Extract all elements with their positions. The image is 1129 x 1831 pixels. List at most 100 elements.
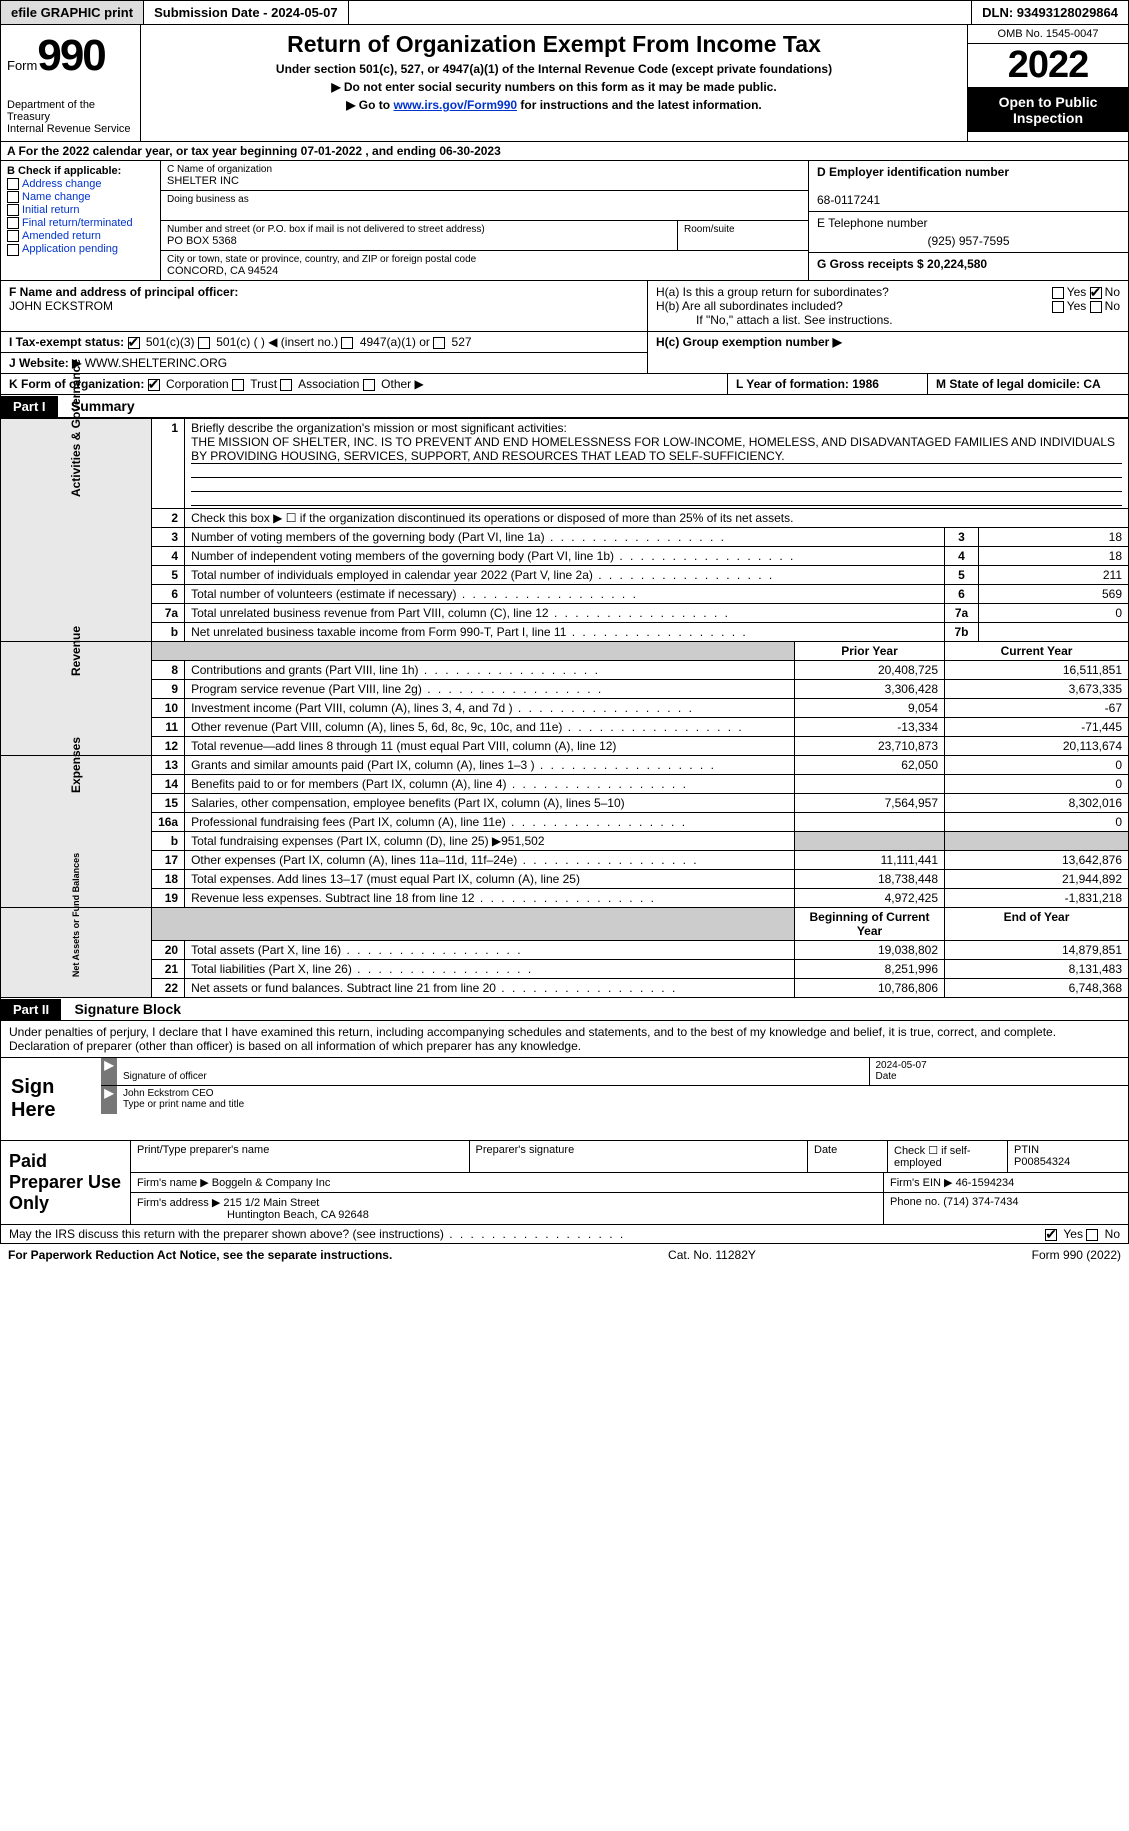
cb-initial-return[interactable]: Initial return [7, 204, 154, 216]
pp-self-employed[interactable]: Check ☐ if self-employed [888, 1141, 1008, 1172]
dba-cell: Doing business as [161, 191, 808, 221]
sig-date-value: 2024-05-07 [876, 1060, 927, 1071]
opt-assoc: Association [298, 377, 359, 391]
prior-year-hdr: Prior Year [795, 642, 945, 661]
cb-amended[interactable]: Amended return [7, 230, 154, 242]
ha-no[interactable]: No [1105, 285, 1120, 299]
cb-other[interactable] [363, 379, 375, 391]
discuss-line: May the IRS discuss this return with the… [0, 1225, 1129, 1244]
hc-label: H(c) Group exemption number ▶ [656, 335, 842, 349]
py15: 7,564,957 [795, 794, 945, 813]
row-k-l-m: K Form of organization: Corporation Trus… [0, 374, 1129, 395]
opt-501c3: 501(c)(3) [146, 335, 195, 349]
l4: Number of independent voting members of … [191, 549, 614, 563]
pra-notice: For Paperwork Reduction Act Notice, see … [8, 1248, 392, 1262]
summary-table: Activities & Governance 1 Briefly descri… [0, 418, 1129, 998]
ein-label: D Employer identification number [817, 165, 1009, 179]
sign-here-label: Sign Here [1, 1058, 101, 1140]
py13: 62,050 [795, 756, 945, 775]
block-f-h: F Name and address of principal officer:… [0, 281, 1129, 332]
year-formation: L Year of formation: 1986 [736, 377, 879, 391]
discuss-no[interactable] [1086, 1229, 1098, 1241]
opt-4947: 4947(a)(1) or [360, 335, 430, 349]
cy15: 8,302,016 [945, 794, 1129, 813]
cy14: 0 [945, 775, 1129, 794]
cy9: 3,673,335 [945, 680, 1129, 699]
b21: 8,251,996 [795, 960, 945, 979]
l20: Total assets (Part X, line 16) [191, 943, 341, 957]
cb-527[interactable] [433, 337, 445, 349]
cb-app-pending[interactable]: Application pending [7, 243, 154, 255]
ha-yes[interactable]: Yes [1067, 285, 1087, 299]
cb-4947[interactable] [341, 337, 353, 349]
l18: Total expenses. Add lines 13–17 (must eq… [191, 872, 580, 886]
tax-exempt-label: I Tax-exempt status: [9, 335, 124, 349]
dept-label: Department of the Treasury [7, 99, 134, 123]
py9: 3,306,428 [795, 680, 945, 699]
submission-date: Submission Date - 2024-05-07 [144, 1, 349, 24]
hb-yes[interactable]: Yes [1067, 299, 1087, 313]
firm-phone-value: (714) 374-7434 [943, 1196, 1018, 1208]
goto-pre: ▶ Go to [346, 98, 393, 112]
cb-501c3[interactable] [128, 337, 140, 349]
cb-name-change[interactable]: Name change [7, 191, 154, 203]
opt-501c: 501(c) ( ) ◀ (insert no.) [216, 335, 338, 349]
ptin-label: PTIN [1014, 1144, 1039, 1156]
cb-address-change[interactable]: Address change [7, 178, 154, 190]
cb-final-return[interactable]: Final return/terminated [7, 217, 154, 229]
e20: 14,879,851 [945, 941, 1129, 960]
cb-assoc[interactable] [280, 379, 292, 391]
form-number: 990 [37, 31, 104, 80]
e21: 8,131,483 [945, 960, 1129, 979]
v6: 569 [979, 585, 1129, 604]
py17: 11,111,441 [795, 851, 945, 870]
l3: Number of voting members of the governin… [191, 530, 545, 544]
sig-name-value: John Eckstrom CEO [123, 1088, 214, 1099]
form-title: Return of Organization Exempt From Incom… [153, 31, 955, 58]
l2: Check this box ▶ ☐ if the organization d… [185, 509, 1129, 528]
room-cell: Room/suite [678, 221, 808, 250]
dba-label: Doing business as [167, 194, 802, 205]
hb-no[interactable]: No [1105, 299, 1120, 313]
caret-icon: ▶ [101, 1058, 117, 1085]
cb-trust[interactable] [232, 379, 244, 391]
penalty-statement: Under penalties of perjury, I declare th… [1, 1021, 1128, 1058]
fein-label: Firm's EIN ▶ [890, 1177, 956, 1189]
gross-receipts: G Gross receipts $ 20,224,580 [817, 257, 987, 271]
discuss-yes[interactable] [1045, 1229, 1057, 1241]
sig-date-label: Date [876, 1071, 897, 1082]
l7b: Net unrelated business taxable income fr… [191, 625, 566, 639]
cb-corp[interactable] [148, 379, 160, 391]
discuss-no-lbl: No [1105, 1227, 1120, 1241]
instructions-link[interactable]: www.irs.gov/Form990 [393, 98, 517, 112]
end-year-hdr: End of Year [945, 908, 1129, 941]
fein-value: 46-1594234 [956, 1177, 1015, 1189]
cy16a: 0 [945, 813, 1129, 832]
sig-officer-label: Signature of officer [123, 1071, 207, 1082]
discuss-yes-lbl: Yes [1063, 1227, 1083, 1241]
b20: 19,038,802 [795, 941, 945, 960]
opt-corp: Corporation [166, 377, 229, 391]
l1-label: Briefly describe the organization's miss… [191, 421, 567, 435]
cy10: -67 [945, 699, 1129, 718]
gross-receipts-cell: G Gross receipts $ 20,224,580 [809, 253, 1128, 280]
ha-line: H(a) Is this a group return for subordin… [656, 285, 1120, 299]
officer-label: F Name and address of principal officer: [9, 285, 238, 299]
part-i-label: Part I [1, 396, 58, 417]
firm-addr2: Huntington Beach, CA 92648 [137, 1209, 369, 1221]
sig-name-label: Type or print name and title [123, 1099, 244, 1110]
l16b: Total fundraising expenses (Part IX, col… [185, 832, 795, 851]
py19: 4,972,425 [795, 889, 945, 908]
form-header: Form990 Department of the Treasury Inter… [0, 25, 1129, 142]
l9: Program service revenue (Part VIII, line… [191, 682, 422, 696]
opt-527: 527 [452, 335, 472, 349]
beg-year-hdr: Beginning of Current Year [795, 908, 945, 941]
ptin-value: P00854324 [1014, 1156, 1070, 1168]
tax-year: 2022 [968, 44, 1128, 88]
form-footer: Form 990 (2022) [1032, 1248, 1121, 1262]
e22: 6,748,368 [945, 979, 1129, 998]
part-ii-bar: Part II Signature Block [0, 998, 1129, 1021]
cb-501c[interactable] [198, 337, 210, 349]
py8: 20,408,725 [795, 661, 945, 680]
efile-print-button[interactable]: efile GRAPHIC print [1, 1, 144, 24]
